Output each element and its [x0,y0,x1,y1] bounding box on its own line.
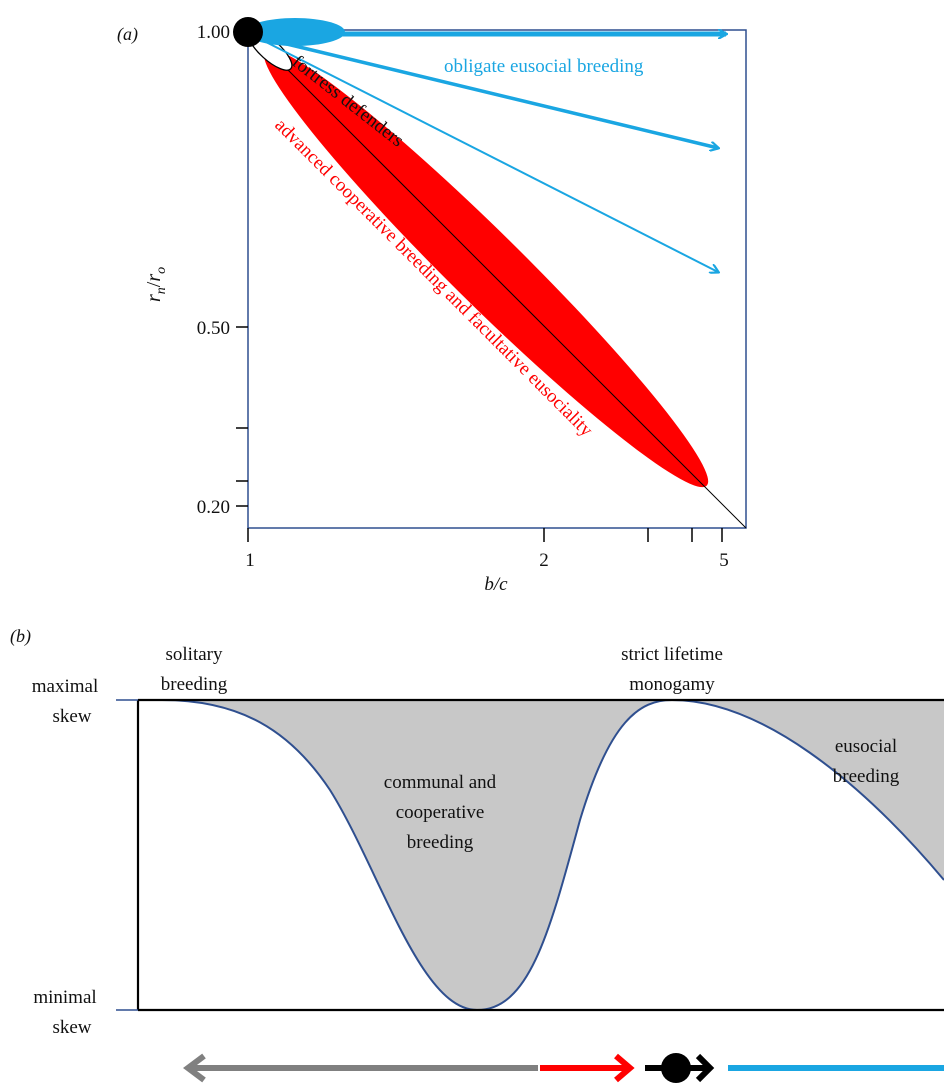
arrow-obligate-low [261,39,718,272]
bottom-arrow-row [183,1053,944,1083]
maximal-label: maximal [32,676,98,697]
x-axis-a: 1 2 5 b/c [245,528,729,595]
eusocial-label-2: breeding [833,766,900,787]
y-axis-a: 1.00 0.50 0.20 rn/ro [143,22,248,518]
skew-shaded-area [162,700,944,1010]
y-tick-label: 1.00 [197,22,230,43]
panel-a: (a) obligate eusocial breeding fortress … [117,17,747,595]
communal-label: communal and [384,772,497,793]
monogamy-label: strict lifetime [621,644,723,665]
y-tick-label: 0.50 [197,318,230,339]
arrow-obligate-mid [261,36,718,148]
black-dot [661,1053,691,1083]
plot-frame-a [247,29,747,529]
minimal-skew-label: skew [52,1017,91,1038]
x-tick-label: 2 [539,550,549,571]
skew-curve [161,698,944,1012]
minimal-label: minimal [33,987,96,1008]
diagonal-line [247,29,747,529]
communal-label-2: cooperative [396,802,485,823]
monogamy-label-2: monogamy [629,674,715,695]
y-axis-title: rn/ro [143,267,169,302]
solitary-breeding-label: breeding [161,674,228,695]
origin-dot [233,17,263,47]
panel-b: (b) maximal skew minimal skew solitary b… [10,626,944,1083]
x-tick-label: 5 [719,550,729,571]
x-axis-title: b/c [484,574,508,595]
advanced-label: advanced cooperative breeding and facult… [270,115,597,442]
y-tick-label: 0.20 [197,497,230,518]
communal-label-3: breeding [407,832,474,853]
obligate-label: obligate eusocial breeding [444,56,644,77]
x-tick-label: 1 [245,550,255,571]
eusocial-label: eusocial [835,736,897,757]
panel-b-label: (b) [10,626,31,647]
maximal-skew-label: skew [52,706,91,727]
solitary-label: solitary [166,644,223,665]
panel-a-label: (a) [117,24,138,45]
